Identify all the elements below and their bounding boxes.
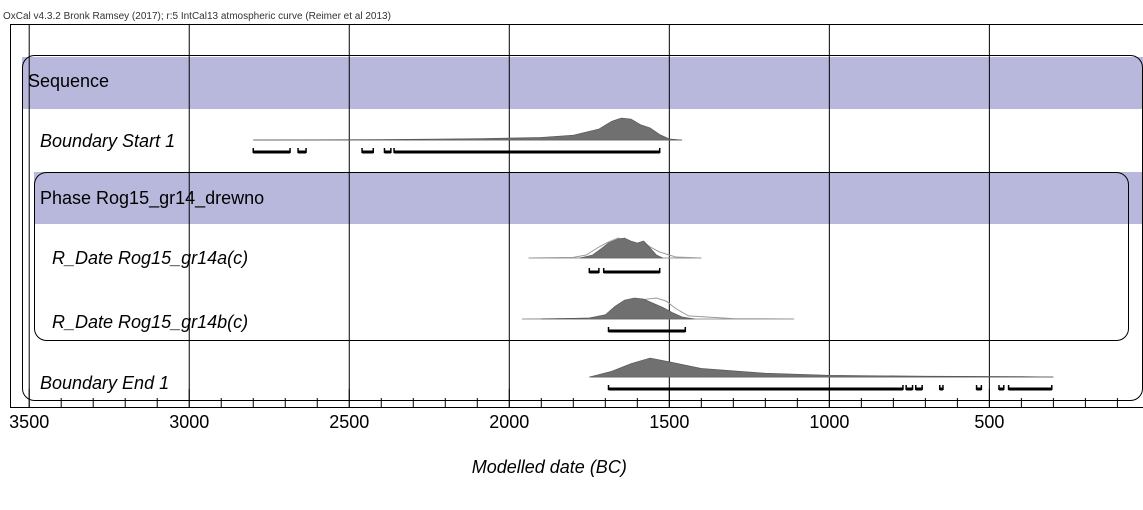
boundary-end-1-hpd-range-6 bbox=[1007, 385, 1053, 391]
boundary-start-1-label: Boundary Start 1 bbox=[40, 131, 175, 151]
boundary-end-1-label: Boundary End 1 bbox=[40, 373, 169, 393]
tick-label-2000: 2000 bbox=[489, 412, 529, 432]
boundary-end-1-hpd-range-3 bbox=[939, 385, 944, 391]
x-axis-title: Modelled date (BC) bbox=[472, 457, 627, 477]
r-date-gr14a-posterior bbox=[579, 237, 664, 259]
tick-label-2500: 2500 bbox=[329, 412, 369, 432]
r-date-gr14b-hpd-range-0 bbox=[607, 327, 687, 333]
boundary-start-1-hpd-range-0 bbox=[252, 148, 291, 154]
phase-band bbox=[34, 172, 1143, 224]
tick-label-1500: 1500 bbox=[649, 412, 689, 432]
r-date-gr14a-hpd-range-0 bbox=[588, 268, 600, 274]
boundary-end-1-posterior bbox=[589, 357, 1054, 378]
boundary-end-1-hpd-range-0 bbox=[607, 385, 904, 391]
boundary-end-1-hpd-range-2 bbox=[915, 385, 923, 391]
plot-frame bbox=[10, 24, 1143, 408]
boundary-start-1-hpd-range-4 bbox=[393, 148, 661, 154]
chart-header: OxCal v4.3.2 Bronk Ramsey (2017); r:5 In… bbox=[3, 11, 391, 22]
boundary-end-1-hpd-range-4 bbox=[975, 385, 983, 391]
r-date-gr14a-label: R_Date Rog15_gr14a(c) bbox=[52, 248, 248, 268]
boundary-start-1-hpd-range-1 bbox=[297, 148, 307, 154]
r-date-gr14b-posterior bbox=[541, 297, 695, 320]
r-date-gr14a-hpd-range-1 bbox=[602, 268, 661, 274]
tick-label-500: 500 bbox=[974, 412, 1004, 432]
r-date-gr14b-label: R_Date Rog15_gr14b(c) bbox=[52, 312, 248, 332]
boundary-start-1-hpd-range-3 bbox=[383, 148, 392, 154]
boundary-start-1-hpd-range-2 bbox=[361, 148, 375, 154]
boundary-end-1-hpd-range-5 bbox=[998, 385, 1005, 391]
phase-label: Phase Rog15_gr14_drewno bbox=[40, 188, 264, 209]
tick-label-3000: 3000 bbox=[169, 412, 209, 432]
boundary-end-1-hpd-range-1 bbox=[905, 385, 914, 391]
tick-label-3500: 3500 bbox=[9, 412, 49, 432]
phase-frame bbox=[34, 172, 1129, 341]
tick-label-1000: 1000 bbox=[809, 412, 849, 432]
sequence-label: Sequence bbox=[28, 71, 109, 91]
sequence-band bbox=[22, 57, 1143, 109]
boundary-start-1-posterior bbox=[253, 117, 683, 141]
